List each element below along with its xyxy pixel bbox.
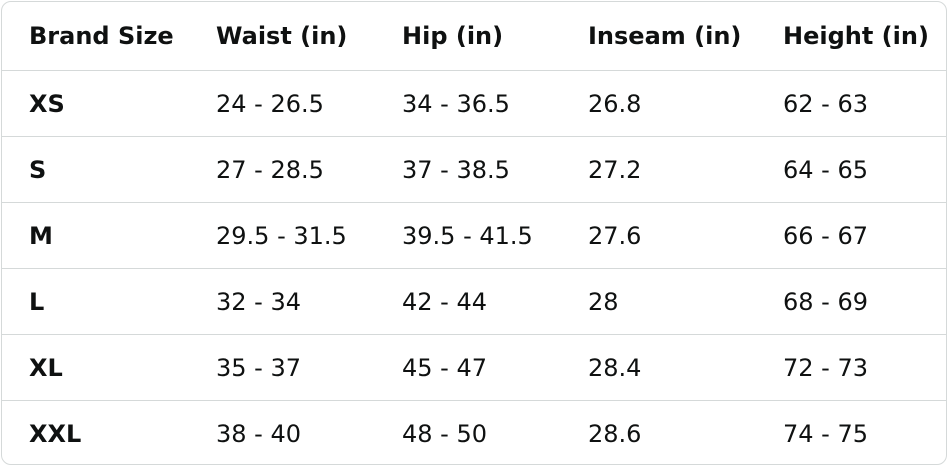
table-row: XXL 38 - 40 48 - 50 28.6 74 - 75	[2, 401, 946, 464]
cell: 62 - 63	[783, 89, 868, 118]
cell: 66 - 67	[783, 221, 868, 250]
cell: 34 - 36.5	[402, 89, 510, 118]
cell: 38 - 40	[216, 420, 301, 448]
cell: 28.4	[588, 353, 642, 382]
cell: 32 - 34	[216, 287, 301, 316]
cell: 28.6	[588, 420, 642, 448]
cell: 64 - 65	[783, 155, 868, 184]
cell: 35 - 37	[216, 353, 301, 382]
cell: 72 - 73	[783, 353, 868, 382]
cell: 26.8	[588, 89, 642, 118]
cell: 27 - 28.5	[216, 155, 324, 184]
row-label: XXL	[29, 420, 82, 448]
cell: 27.6	[588, 221, 642, 250]
row-label: Brand Size	[29, 22, 174, 50]
cell: Hip (in)	[402, 22, 504, 50]
header-row: Brand Size Waist (in) Hip (in) Inseam (in) H…	[2, 2, 946, 71]
table-row: L 32 - 34 42 - 44 28 68 - 69	[2, 269, 946, 335]
cell: 29.5 - 31.5	[216, 221, 347, 250]
cell: 37 - 38.5	[402, 155, 510, 184]
row-label: M	[29, 221, 53, 250]
row-label: XL	[29, 353, 63, 382]
cell: 39.5 - 41.5	[402, 221, 533, 250]
table-row: M 29.5 - 31.5 39.5 - 41.5 27.6 66 - 67	[2, 203, 946, 269]
cell: 48 - 50	[402, 420, 487, 448]
cell: 24 - 26.5	[216, 89, 324, 118]
cell: 74 - 75	[783, 420, 868, 448]
cell: 28	[588, 287, 619, 316]
row-label: XS	[29, 89, 65, 118]
cell: Height (in)	[783, 22, 929, 50]
cell: 68 - 69	[783, 287, 868, 316]
row-label: S	[29, 155, 47, 184]
cell: 45 - 47	[402, 353, 487, 382]
cell: 42 - 44	[402, 287, 487, 316]
cell: 27.2	[588, 155, 642, 184]
table-row: XS 24 - 26.5 34 - 36.5 26.8 62 - 63	[2, 71, 946, 137]
table-row: S 27 - 28.5 37 - 38.5 27.2 64 - 65	[2, 137, 946, 203]
table-row: XL 35 - 37 45 - 47 28.4 72 - 73	[2, 335, 946, 401]
row-label: L	[29, 287, 45, 316]
cell: Inseam (in)	[588, 22, 742, 50]
cell: Waist (in)	[216, 22, 348, 50]
